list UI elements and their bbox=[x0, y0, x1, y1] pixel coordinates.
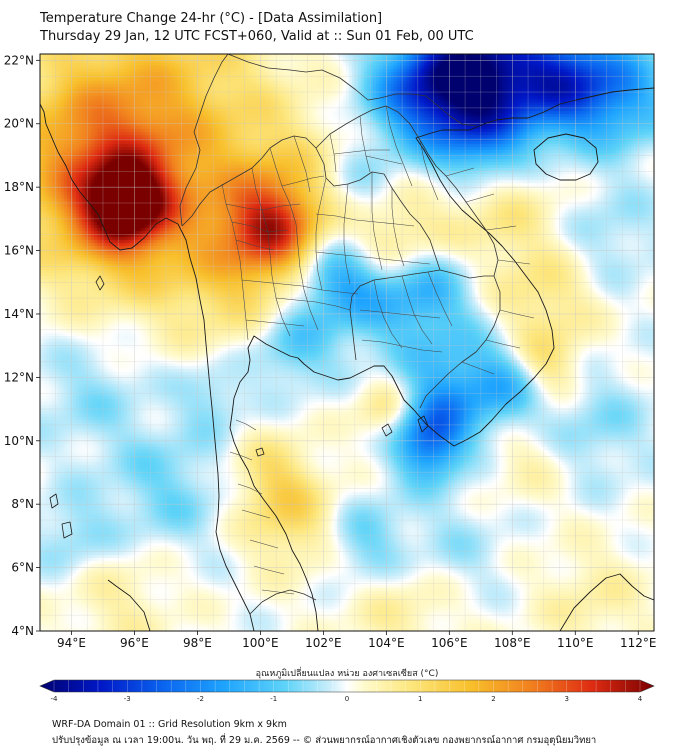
colorbar-tick-label: -3 bbox=[124, 695, 131, 703]
lat-tick-label: 14°N bbox=[4, 307, 34, 321]
cambodia-vietnam-border bbox=[419, 269, 501, 409]
map-title: Temperature Change 24-hr (°C) - [Data As… bbox=[40, 11, 383, 26]
lon-tick-label: 100°E bbox=[242, 636, 279, 650]
borneo-coast bbox=[559, 573, 654, 631]
nicobar-island bbox=[61, 521, 73, 539]
province-boundaries-north bbox=[221, 135, 325, 251]
thailand-malaysia-border bbox=[249, 589, 317, 615]
lat-tick-label: 16°N bbox=[4, 244, 34, 258]
footer-model-info: WRF-DA Domain 01 :: Grid Resolution 9km … bbox=[52, 719, 287, 730]
lat-lon-grid bbox=[40, 54, 654, 631]
colorbar-tick-label: 1 bbox=[418, 695, 422, 703]
province-boundaries-vietnam bbox=[445, 167, 535, 375]
thailand-cambodia-border bbox=[349, 269, 441, 361]
lon-tick-label: 110°E bbox=[557, 636, 594, 650]
footer-credit: ปรับปรุงข้อมูล ณ เวลา 19:00น. วัน พฤ. ที… bbox=[52, 735, 597, 746]
lon-tick-label: 96°E bbox=[120, 636, 149, 650]
colorbar-tick-label: -4 bbox=[51, 695, 59, 703]
lon-tick-label: 108°E bbox=[494, 636, 531, 650]
colorbar-tick-label: 2 bbox=[491, 695, 495, 703]
colorbar-tick-label: 4 bbox=[638, 695, 643, 703]
province-boundaries-laos bbox=[329, 105, 439, 201]
longitude-axis: 94°E 96°E 98°E 100°E 102°E 104°E 106°E 108°E 110… bbox=[57, 631, 657, 650]
colorbar-tick-label: 0 bbox=[345, 695, 349, 703]
lat-tick-label: 20°N bbox=[4, 117, 34, 131]
lon-tick-label: 102°E bbox=[305, 636, 342, 650]
colorbar-segments bbox=[53, 680, 641, 692]
map-subtitle: Thursday 29 Jan, 12 UTC FCST+060, Valid … bbox=[40, 29, 474, 44]
andaman-island-north bbox=[49, 493, 59, 509]
temperature-field bbox=[40, 54, 654, 631]
province-boundaries-central bbox=[235, 223, 351, 341]
province-boundaries-south bbox=[229, 419, 295, 595]
hainan-island bbox=[533, 133, 599, 181]
mainland-coastline bbox=[40, 87, 654, 631]
geography bbox=[40, 54, 654, 631]
lat-tick-label: 6°N bbox=[11, 561, 34, 575]
lon-tick-label: 94°E bbox=[57, 636, 86, 650]
lat-tick-label: 8°N bbox=[11, 497, 34, 511]
latitude-axis: 4°N 6°N 8°N 10°N 12°N 14°N 16°N 18°N 20°N 22°N bbox=[4, 53, 40, 638]
lon-tick-label: 112°E bbox=[620, 636, 657, 650]
map-frame bbox=[39, 53, 655, 632]
lat-tick-label: 4°N bbox=[11, 624, 34, 638]
colorbar-tick-label: 3 bbox=[565, 695, 569, 703]
phu-quoc-island bbox=[417, 415, 429, 433]
colorbar-tick-label: -1 bbox=[270, 695, 277, 703]
lat-tick-label: 10°N bbox=[4, 434, 34, 448]
thailand-laos-border bbox=[315, 147, 441, 271]
lon-tick-label: 104°E bbox=[368, 636, 405, 650]
samui-island bbox=[255, 447, 265, 457]
lat-tick-label: 22°N bbox=[4, 53, 34, 67]
koh-chang-island bbox=[381, 423, 393, 437]
colorbar-title: อุณหภูมิเปลี่ยนแปลง หน่วย องศาเซลเซียส (… bbox=[256, 666, 439, 679]
andaman-island-south bbox=[95, 275, 105, 291]
province-boundaries-cambodia bbox=[359, 271, 453, 353]
lon-tick-label: 106°E bbox=[431, 636, 468, 650]
colorbar-tick-label: -2 bbox=[197, 695, 204, 703]
lon-tick-label: 98°E bbox=[183, 636, 212, 650]
myanmar-china-border bbox=[179, 54, 229, 227]
china-laos-vietnam-border bbox=[227, 54, 477, 127]
sumatra-coast bbox=[107, 579, 151, 631]
colorbar: -4 -3 -2 -1 0 1 2 3 4 bbox=[39, 679, 655, 703]
lat-tick-label: 12°N bbox=[4, 370, 34, 384]
province-boundaries-northeast bbox=[315, 172, 431, 295]
colorbar-ticks: -4 -3 -2 -1 0 1 2 3 4 bbox=[51, 695, 643, 703]
lat-tick-label: 18°N bbox=[4, 180, 34, 194]
